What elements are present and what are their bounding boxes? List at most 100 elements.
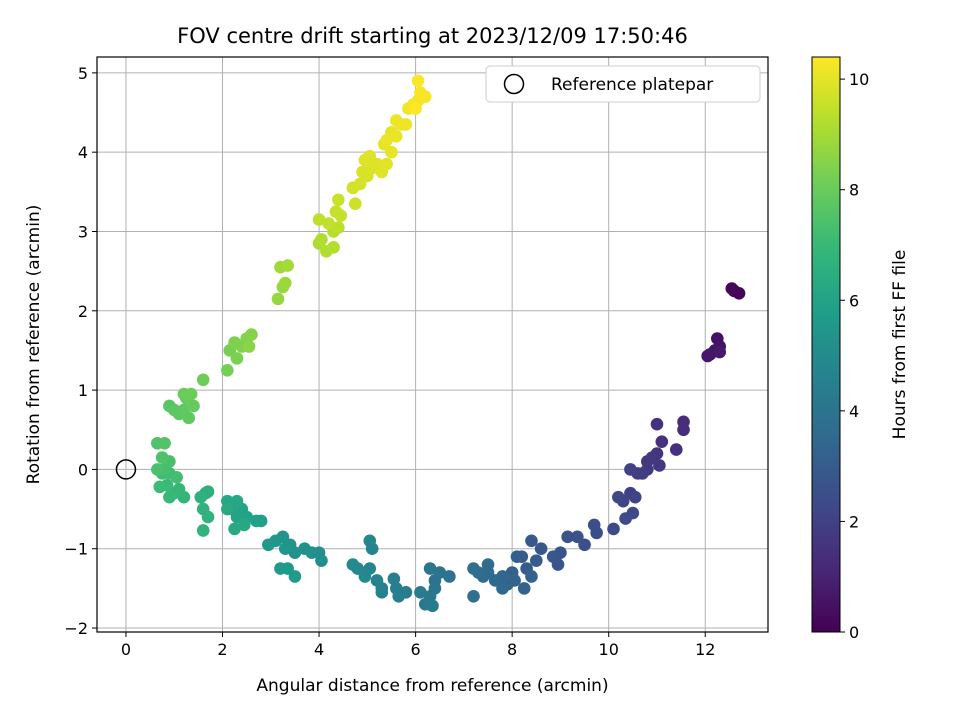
data-point <box>525 570 538 583</box>
data-point <box>409 102 422 115</box>
colorbar: 0 2 4 6 8 10 Hours from first FF file <box>811 56 910 642</box>
data-point <box>389 130 403 143</box>
data-point <box>375 586 389 599</box>
data-point <box>182 411 196 425</box>
data-point <box>196 373 210 387</box>
data-point <box>228 522 241 536</box>
data-point <box>271 292 285 306</box>
y-tick-label: 0 <box>78 460 88 479</box>
data-point <box>315 233 328 246</box>
data-point <box>184 387 198 401</box>
x-tick-label: 8 <box>507 640 517 659</box>
colorbar-tick-label: 2 <box>849 512 859 531</box>
y-tick-label: 1 <box>78 381 88 400</box>
data-point <box>725 282 739 295</box>
y-tick-label: 4 <box>78 143 88 162</box>
data-point <box>163 490 176 504</box>
data-point <box>607 522 620 536</box>
data-point <box>385 145 398 159</box>
x-axis-title: Angular distance from reference (arcmin) <box>256 676 608 696</box>
data-point <box>194 490 208 504</box>
data-point <box>619 512 632 525</box>
x-tick-label: 10 <box>599 640 619 659</box>
data-point <box>612 490 625 504</box>
legend-marker-icon <box>503 73 525 95</box>
data-point <box>230 494 244 508</box>
data-point <box>245 328 258 341</box>
data-point <box>332 221 345 234</box>
data-point <box>481 558 495 571</box>
data-point <box>628 490 642 504</box>
plot-area-frame <box>96 56 769 633</box>
data-point <box>196 524 210 537</box>
data-point <box>517 582 531 595</box>
data-point <box>387 572 401 586</box>
data-point <box>288 570 302 583</box>
data-point <box>389 582 403 595</box>
y-axis-ticks: −2 −1 0 1 2 3 4 5 <box>64 64 97 638</box>
data-point <box>571 530 584 544</box>
data-point <box>237 518 251 532</box>
data-point <box>713 345 727 359</box>
y-tick-label: −1 <box>64 540 88 559</box>
data-point <box>414 586 427 599</box>
data-point <box>534 542 548 556</box>
x-tick-label: 6 <box>411 640 421 659</box>
x-tick-label: 2 <box>217 640 227 659</box>
data-point <box>155 451 169 464</box>
colorbar-tick-label: 8 <box>849 181 859 200</box>
data-point <box>677 423 690 437</box>
data-point <box>348 197 362 211</box>
data-point <box>525 534 538 548</box>
data-point <box>426 599 439 613</box>
data-point <box>151 463 164 476</box>
data-point <box>650 417 664 431</box>
data-point <box>653 459 666 472</box>
data-point <box>529 554 543 567</box>
data-point <box>561 530 574 544</box>
data-point <box>546 550 560 563</box>
colorbar-tick-label: 10 <box>849 70 869 89</box>
data-point <box>278 276 292 290</box>
colorbar-tick-label: 6 <box>849 291 859 310</box>
data-point <box>414 86 427 99</box>
data-point <box>380 133 393 147</box>
data-point <box>389 114 403 127</box>
data-point <box>334 209 348 222</box>
colorbar-gradient <box>811 56 841 633</box>
data-point <box>380 157 393 171</box>
y-tick-label: 3 <box>78 222 88 241</box>
colorbar-tick-label: 4 <box>849 402 859 421</box>
data-point <box>221 502 234 516</box>
data-point <box>201 510 215 524</box>
data-point <box>510 550 524 563</box>
data-point <box>315 554 328 567</box>
colorbar-ticks: 0 2 4 6 8 10 <box>840 70 869 642</box>
colorbar-title: Hours from first FF file <box>890 250 910 440</box>
data-point <box>636 467 649 480</box>
y-tick-label: 5 <box>78 64 88 83</box>
data-point <box>587 518 601 532</box>
data-point <box>262 538 275 552</box>
data-point <box>312 213 326 226</box>
legend: Reference platepar <box>485 65 761 103</box>
data-point <box>370 574 384 587</box>
data-point <box>423 562 437 575</box>
x-tick-label: 12 <box>695 640 715 659</box>
data-point <box>250 514 263 528</box>
data-point <box>281 259 294 272</box>
reference-marker <box>115 459 137 480</box>
data-point <box>411 74 425 88</box>
data-point <box>153 480 167 494</box>
data-point <box>322 217 336 230</box>
data-point <box>443 570 456 583</box>
x-tick-label: 0 <box>121 640 131 659</box>
data-point <box>701 349 714 363</box>
data-point <box>242 340 256 353</box>
data-point <box>363 534 377 548</box>
y-tick-label: −2 <box>64 619 88 638</box>
data-point <box>298 542 311 556</box>
data-point <box>655 435 669 448</box>
chart-title: FOV centre drift starting at 2023/12/09 … <box>177 24 688 48</box>
